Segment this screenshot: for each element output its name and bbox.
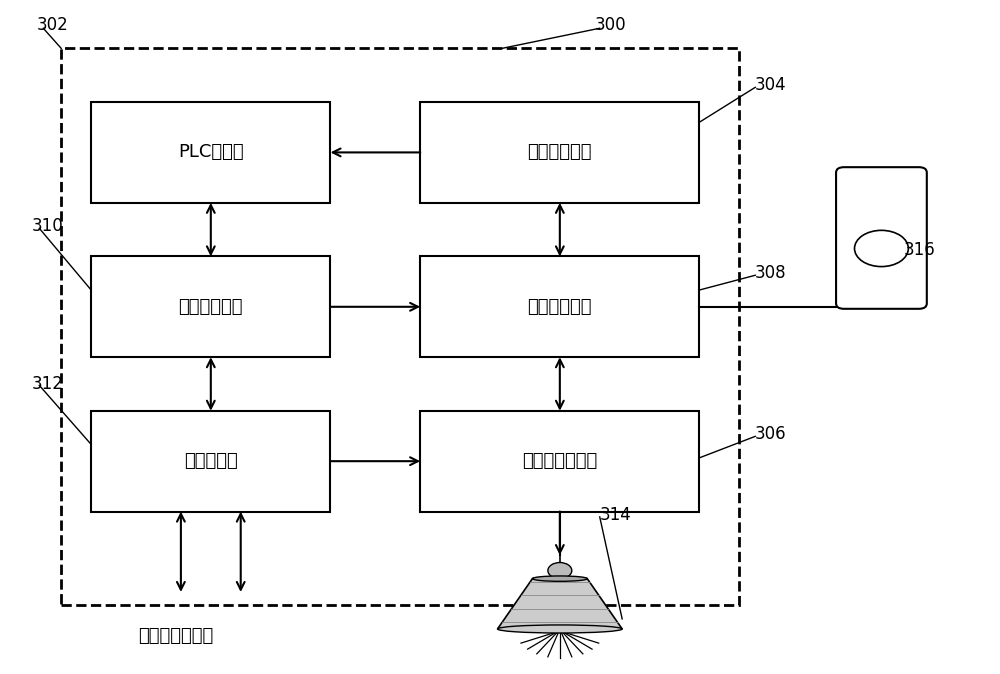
Text: PLC控制器: PLC控制器 <box>178 144 244 161</box>
FancyBboxPatch shape <box>836 167 927 309</box>
Text: 电力转换和控制: 电力转换和控制 <box>522 452 597 470</box>
Text: 310: 310 <box>31 217 63 235</box>
Text: 永久时钟日历: 永久时钟日历 <box>528 144 592 161</box>
Circle shape <box>548 563 572 579</box>
Bar <box>420 102 699 203</box>
Text: 316: 316 <box>904 241 936 259</box>
Bar <box>420 256 699 357</box>
Polygon shape <box>498 579 622 629</box>
Text: 干线电力和数据: 干线电力和数据 <box>138 627 214 645</box>
Text: 314: 314 <box>600 506 631 524</box>
Text: 系统微控制器: 系统微控制器 <box>528 298 592 316</box>
Text: 304: 304 <box>754 76 786 94</box>
Text: 306: 306 <box>754 425 786 443</box>
Bar <box>91 102 330 203</box>
Bar <box>61 49 739 605</box>
Text: 300: 300 <box>595 16 626 34</box>
Bar <box>91 256 330 357</box>
Ellipse shape <box>532 576 587 581</box>
Text: 电力线耦合器: 电力线耦合器 <box>179 298 243 316</box>
Text: 302: 302 <box>36 16 68 34</box>
Text: 308: 308 <box>754 264 786 282</box>
Text: 312: 312 <box>31 375 63 393</box>
Bar <box>420 411 699 512</box>
Text: 电力线连接: 电力线连接 <box>184 452 238 470</box>
Bar <box>91 411 330 512</box>
Ellipse shape <box>498 625 622 633</box>
